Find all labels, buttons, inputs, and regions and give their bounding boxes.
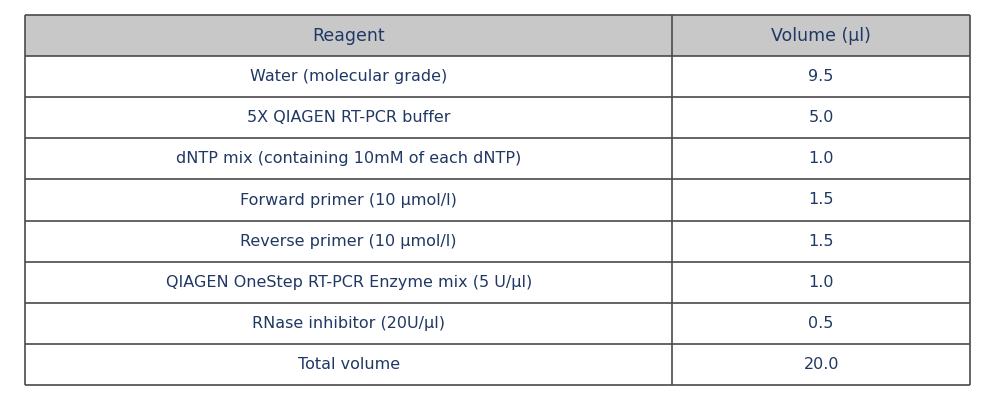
Text: 1.5: 1.5	[808, 192, 834, 207]
Text: 20.0: 20.0	[804, 357, 839, 372]
Bar	[25, 344, 673, 385]
Bar	[673, 56, 970, 97]
Bar	[673, 303, 970, 344]
Text: Water (molecular grade): Water (molecular grade)	[250, 69, 447, 84]
Text: Reverse primer (10 μmol/l): Reverse primer (10 μmol/l)	[240, 233, 457, 249]
Bar	[25, 15, 673, 56]
Bar	[673, 344, 970, 385]
Text: 5.0: 5.0	[808, 110, 834, 125]
Text: 1.5: 1.5	[808, 233, 834, 249]
Bar	[25, 303, 673, 344]
Bar	[25, 180, 673, 221]
Text: dNTP mix (containing 10mM of each dNTP): dNTP mix (containing 10mM of each dNTP)	[176, 151, 521, 166]
Bar	[673, 15, 970, 56]
Text: 1.0: 1.0	[808, 151, 834, 166]
Text: Reagent: Reagent	[312, 27, 385, 45]
Text: QIAGEN OneStep RT-PCR Enzyme mix (5 U/μl): QIAGEN OneStep RT-PCR Enzyme mix (5 U/μl…	[166, 275, 532, 290]
Text: 1.0: 1.0	[808, 275, 834, 290]
Bar	[673, 180, 970, 221]
Bar	[673, 97, 970, 138]
Bar	[25, 221, 673, 262]
Text: Total volume: Total volume	[298, 357, 400, 372]
Text: Forward primer (10 μmol/l): Forward primer (10 μmol/l)	[240, 192, 457, 207]
Text: 0.5: 0.5	[808, 316, 834, 331]
Bar	[25, 56, 673, 97]
Bar	[673, 262, 970, 303]
Text: Volume (μl): Volume (μl)	[771, 27, 871, 45]
Bar	[673, 221, 970, 262]
Bar	[25, 138, 673, 180]
Text: RNase inhibitor (20U/μl): RNase inhibitor (20U/μl)	[252, 316, 445, 331]
Bar	[25, 97, 673, 138]
Bar	[25, 262, 673, 303]
Text: 9.5: 9.5	[808, 69, 834, 84]
Text: 5X QIAGEN RT-PCR buffer: 5X QIAGEN RT-PCR buffer	[247, 110, 450, 125]
Bar	[673, 138, 970, 180]
